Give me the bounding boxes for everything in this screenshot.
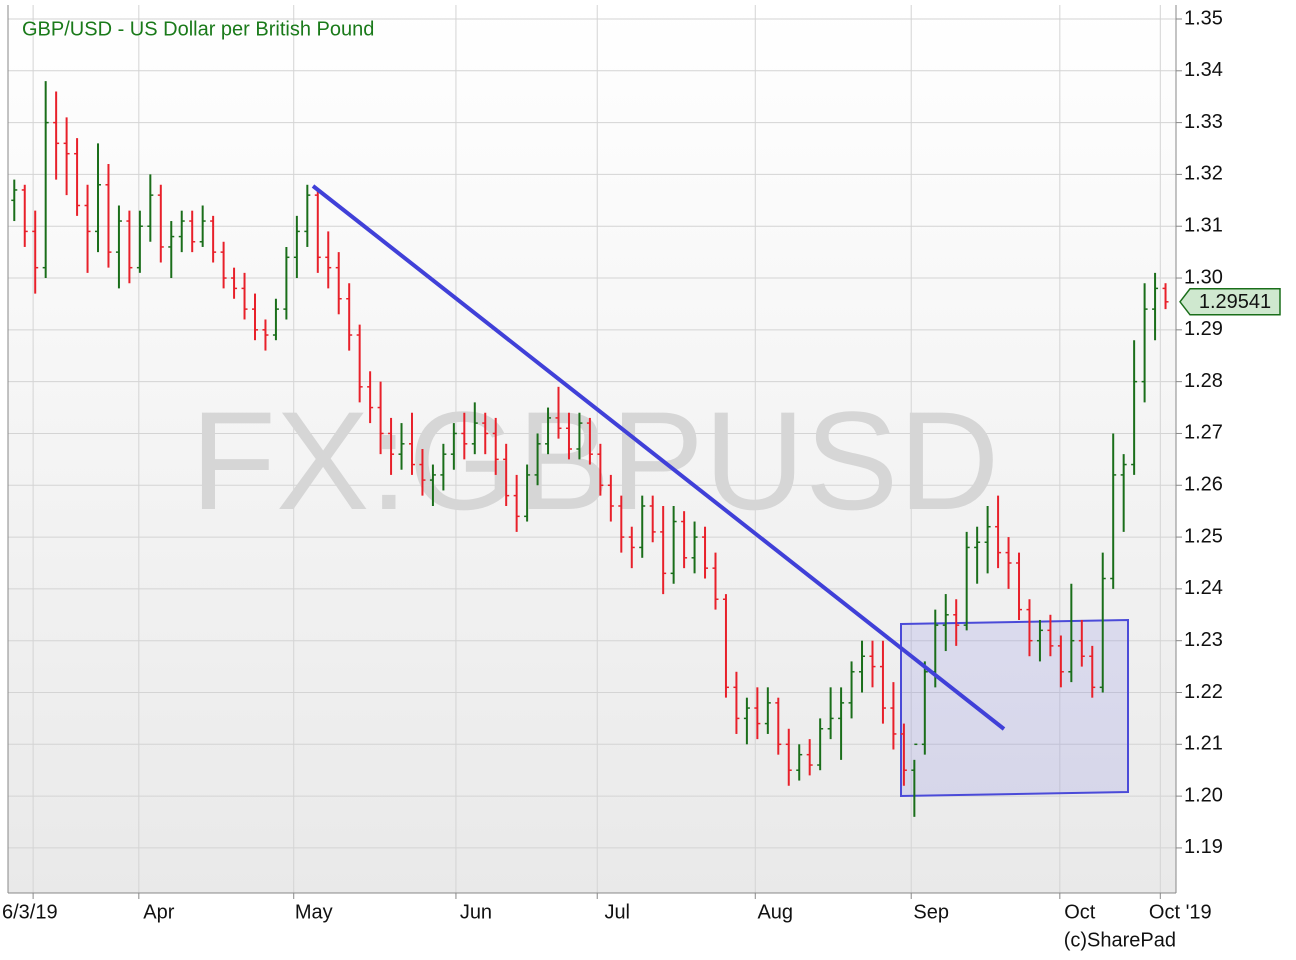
price-tag-box bbox=[1179, 288, 1281, 316]
bars bbox=[11, 81, 1169, 817]
y-tick-label: 1.25 bbox=[1184, 525, 1223, 547]
x-tick-label: Jun bbox=[460, 901, 492, 923]
credit: (c)SharePad bbox=[1064, 929, 1176, 951]
y-tick-label: 1.30 bbox=[1184, 266, 1223, 288]
y-tick-label: 1.26 bbox=[1184, 474, 1223, 496]
trend-line bbox=[311, 184, 1006, 731]
y-tick-label: 1.24 bbox=[1184, 577, 1223, 599]
x-tick-label: Oct bbox=[1064, 901, 1096, 923]
y-tick-label: 1.31 bbox=[1184, 215, 1223, 237]
axis-labels: 1.19 1.20 1.21 1.22 1.23 1.24 1.25 1.26 1.27 1.28… bbox=[2, 7, 1223, 923]
x-tick-label: Sep bbox=[913, 901, 949, 923]
y-tick-label: 1.27 bbox=[1184, 422, 1223, 444]
y-tick-label: 1.32 bbox=[1184, 163, 1223, 185]
y-tick-label: 1.35 bbox=[1184, 7, 1223, 29]
price-tag-label: 1.29541 bbox=[1199, 291, 1271, 313]
x-tick-label: Jul bbox=[604, 901, 630, 923]
x-tick-label: May bbox=[295, 901, 333, 923]
plot-background bbox=[8, 5, 1176, 893]
y-tick-label: 1.23 bbox=[1184, 629, 1223, 651]
x-tick-label: 6/3/19 bbox=[2, 901, 58, 923]
y-tick-label: 1.21 bbox=[1184, 733, 1223, 755]
y-tick-label: 1.20 bbox=[1184, 784, 1223, 806]
grid bbox=[8, 5, 1176, 893]
y-tick-label: 1.22 bbox=[1184, 681, 1223, 703]
y-tick-label: 1.28 bbox=[1184, 370, 1223, 392]
y-tick-label: 1.29 bbox=[1184, 318, 1223, 340]
x-tick-label: Apr bbox=[143, 901, 174, 923]
y-tick-label: 1.34 bbox=[1184, 59, 1223, 81]
x-tick-label: Aug bbox=[757, 901, 793, 923]
last-price-tag: 1.29541 bbox=[1179, 288, 1281, 316]
y-tick-label: 1.33 bbox=[1184, 111, 1223, 133]
chart-title: GBP/USD - US Dollar per British Pound bbox=[22, 18, 374, 40]
x-tick-label: Oct '19 bbox=[1149, 901, 1212, 923]
y-tick-label: 1.19 bbox=[1184, 836, 1223, 858]
